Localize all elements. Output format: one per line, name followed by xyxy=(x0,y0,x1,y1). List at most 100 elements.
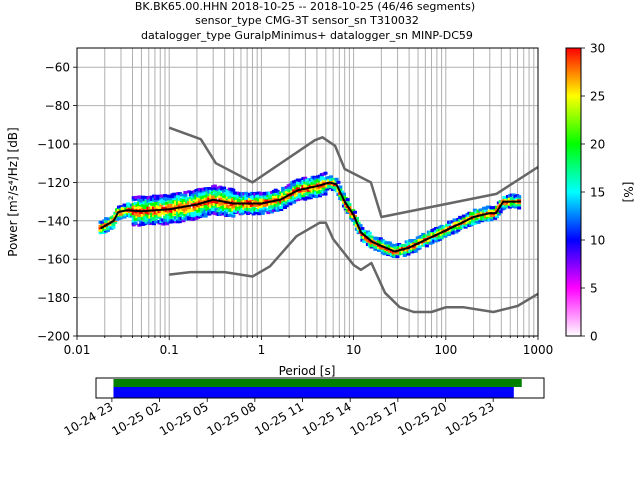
density-cell xyxy=(412,247,417,251)
density-cell xyxy=(489,206,494,210)
density-cell xyxy=(412,246,417,250)
density-cell xyxy=(413,249,418,253)
density-cell xyxy=(262,204,267,208)
density-cell xyxy=(378,237,383,241)
density-cell xyxy=(163,194,168,198)
density-cell xyxy=(340,190,345,194)
density-cell xyxy=(325,187,330,191)
density-cell xyxy=(218,189,223,193)
density-cell xyxy=(126,202,131,206)
density-cell xyxy=(369,237,374,241)
density-cell xyxy=(496,212,501,216)
density-cell xyxy=(288,202,293,206)
colorbar-tick-label: 30 xyxy=(590,42,605,56)
density-cell xyxy=(447,233,452,237)
density-cell xyxy=(345,201,350,205)
density-cell xyxy=(155,196,160,200)
density-cell xyxy=(120,206,125,210)
density-cell xyxy=(336,180,341,184)
density-cell xyxy=(183,207,188,211)
density-cell xyxy=(177,207,182,211)
density-cell xyxy=(391,244,396,248)
density-cell xyxy=(358,224,363,228)
density-cell xyxy=(323,171,328,175)
density-cell xyxy=(395,255,400,259)
density-cell xyxy=(323,189,328,193)
density-cell xyxy=(388,241,393,245)
x-axis-label: Period [s] xyxy=(279,364,336,378)
density-cell xyxy=(223,210,228,214)
density-cell xyxy=(319,175,324,179)
density-cell xyxy=(111,222,116,226)
density-cell xyxy=(434,226,439,230)
density-cell xyxy=(362,229,367,233)
density-cell xyxy=(212,184,217,188)
density-cell xyxy=(275,189,280,193)
density-cell xyxy=(227,196,232,200)
x-tick-label: 0.1 xyxy=(160,343,179,357)
colorbar-label: [%] xyxy=(621,182,635,203)
y-tick-label: −100 xyxy=(37,138,70,152)
density-cell xyxy=(338,188,343,192)
colorbar-tick-label: 25 xyxy=(590,90,605,104)
timeline-tick-label: 10-25 17 xyxy=(348,399,402,438)
density-cell xyxy=(452,226,457,230)
density-cell xyxy=(139,205,144,209)
y-tick-label: −160 xyxy=(37,253,70,267)
density-cell xyxy=(166,210,171,214)
density-cell xyxy=(334,177,339,181)
density-cell xyxy=(199,192,204,196)
density-cell xyxy=(445,226,450,230)
density-cell xyxy=(517,203,522,207)
x-tick-label: 0.01 xyxy=(64,343,91,357)
density-cell xyxy=(163,212,168,216)
timeline-tick-label: 10-25 11 xyxy=(252,399,306,438)
density-cell xyxy=(164,214,169,218)
density-cell xyxy=(513,205,518,209)
density-cell xyxy=(262,206,267,210)
density-cell xyxy=(341,192,346,196)
timeline-bar-psd-coverage xyxy=(113,387,514,398)
density-cell xyxy=(140,214,145,218)
density-cell xyxy=(144,213,149,217)
density-cell xyxy=(417,245,422,249)
colorbar-tick-label: 15 xyxy=(590,186,605,200)
density-cell xyxy=(234,196,239,200)
density-cell xyxy=(485,216,490,220)
density-cell xyxy=(329,175,334,179)
density-cell xyxy=(367,231,372,235)
density-cell xyxy=(201,189,206,193)
density-cell xyxy=(517,206,522,210)
density-cell xyxy=(179,202,184,206)
density-cell xyxy=(231,214,236,218)
density-cell xyxy=(139,201,144,205)
density-cell xyxy=(517,201,522,205)
density-cell xyxy=(424,244,429,248)
density-cell xyxy=(494,214,499,218)
density-cell xyxy=(353,210,358,214)
density-cell xyxy=(382,244,387,248)
density-cell xyxy=(249,199,254,203)
density-cell xyxy=(345,198,350,202)
density-cell xyxy=(148,210,153,214)
density-cell xyxy=(187,206,192,210)
density-cell xyxy=(290,198,295,202)
density-cell xyxy=(225,189,230,193)
density-cell xyxy=(164,201,169,205)
density-cell xyxy=(185,210,190,214)
density-cell xyxy=(111,225,116,229)
density-cell xyxy=(203,214,208,218)
density-cell xyxy=(288,185,293,189)
density-cell xyxy=(347,203,352,207)
density-cell xyxy=(257,212,262,216)
density-cell xyxy=(316,186,321,190)
x-tick-label: 10 xyxy=(346,343,361,357)
density-cell xyxy=(393,251,398,255)
density-cell xyxy=(482,217,487,221)
density-cell xyxy=(308,184,313,188)
density-cell xyxy=(157,215,162,219)
density-cell xyxy=(373,242,378,246)
density-cell xyxy=(196,190,201,194)
timeline-tick-label: 10-25 14 xyxy=(300,399,354,438)
density-cell xyxy=(288,187,293,191)
